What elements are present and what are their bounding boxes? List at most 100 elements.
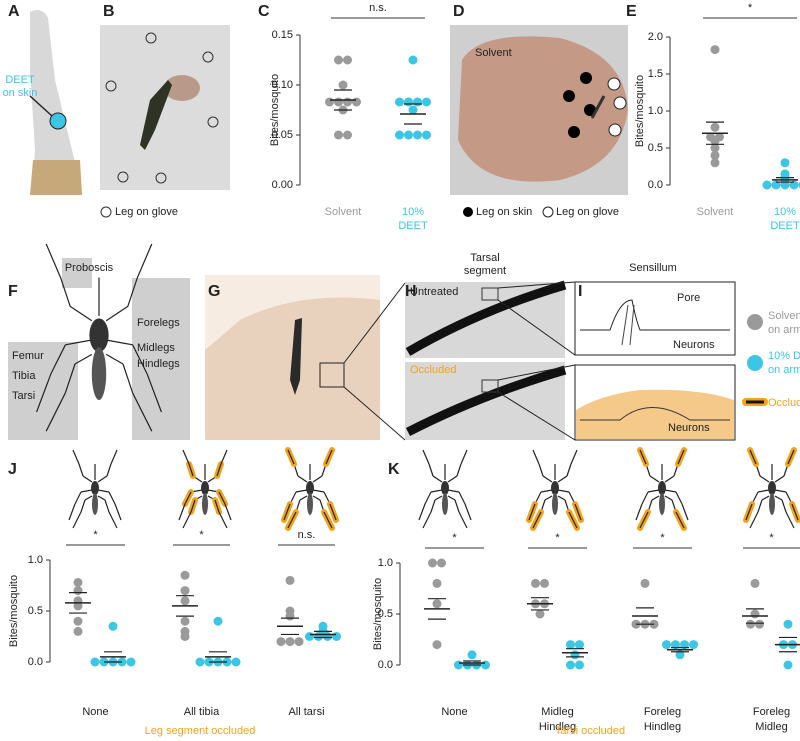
leg [456,463,462,477]
leg [447,489,460,493]
leg [68,503,76,521]
y-tick-label: 0.0 [28,656,43,668]
data-point [323,632,332,641]
leg [757,499,763,513]
leg [664,475,675,483]
data-point [566,660,575,670]
footer-label: Leg segment occluded [145,725,256,737]
leg [458,511,468,529]
x-tick-label: None [441,706,467,718]
leg [542,475,553,483]
leg [65,339,92,346]
thorax [768,481,776,495]
part-label: Proboscis [65,262,114,274]
leg [82,475,93,483]
leg [664,495,673,501]
data-point [334,130,343,140]
leg [182,449,190,465]
data-point [432,599,442,609]
legend-label: on arm [768,364,800,376]
leg [418,503,426,521]
legend-label: on arm [768,324,800,336]
panel-label: E [626,3,637,20]
annotation: Neurons [673,339,715,351]
x-tick-label: DEET [398,220,428,232]
leg [97,495,106,501]
data-point [467,650,477,660]
leg [299,495,308,501]
leg [110,449,118,465]
leg [105,305,129,322]
leg [325,449,333,465]
panel-label: K [388,461,400,478]
abdomen [202,493,208,515]
y-tick-label: 1.0 [378,557,393,569]
thorax [91,481,99,495]
leg [639,449,647,465]
leg [45,392,66,432]
data-point [108,621,118,631]
leg [64,363,76,393]
data-point [640,578,650,588]
leg [430,499,436,513]
y-tick-label: 1.5 [648,68,663,80]
x-tick-label: Midleg [541,706,573,718]
thorax [201,481,209,495]
leg [312,489,325,493]
leg [80,499,86,513]
leg [312,475,323,483]
data-point [334,97,343,107]
leg [422,449,430,465]
leg [72,449,80,465]
leg [458,491,466,505]
arm-illustration [29,10,82,195]
panel-label: H [405,283,417,300]
leg [182,511,192,529]
x-tick-label: Solvent [697,206,734,218]
leg [787,449,795,465]
leg [774,495,783,501]
part-label: Hindlegs [137,358,180,370]
leg [283,503,291,521]
y-tick-label: 0.05 [272,129,293,141]
y-tick-label: 1.0 [648,105,663,117]
leg [146,373,162,413]
data-point [535,609,545,619]
annotation: DEET [5,74,35,86]
data-point [710,45,720,55]
photo [100,25,230,190]
significance-label: n.s. [298,529,316,541]
leg [675,491,683,505]
leg [132,344,148,374]
leg [329,503,337,521]
abdomen [552,493,558,515]
leg [218,491,226,505]
thorax [89,318,109,353]
leg [188,463,194,477]
data-point [428,558,437,568]
thorax [306,481,314,495]
leg [532,449,540,465]
leg [649,475,660,483]
footer-label: Tarsi occluded [555,725,625,737]
annotation: Neurons [668,422,710,434]
y-axis-label: Bites/mosquito [269,74,281,146]
panel-label: B [103,3,115,20]
x-tick-label: Midleg [755,721,787,733]
title: Sensillum [629,262,677,274]
leg [132,392,153,432]
x-tick-label: Foreleg [753,706,790,718]
leg [460,449,468,465]
data-point [750,609,760,619]
data-point [437,558,446,568]
data-point [338,80,348,90]
leg [45,243,62,278]
legend-label: 10% DEET [768,350,800,362]
leg [108,491,116,505]
data-point [662,640,671,650]
leg [557,495,566,501]
leg [108,511,118,529]
abdomen [442,493,448,515]
data-point [408,55,418,65]
data-point [780,158,790,168]
